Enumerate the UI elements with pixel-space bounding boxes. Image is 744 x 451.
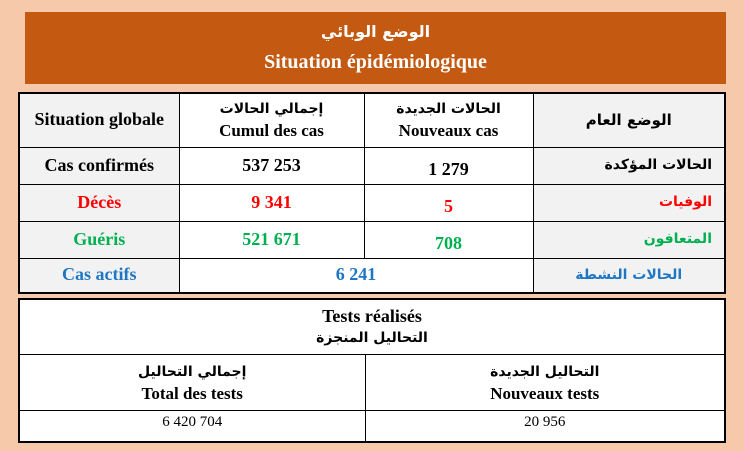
tests-total-value: 6 420 704: [18, 410, 366, 443]
title-arabic: الوضع الوبائي: [320, 22, 431, 41]
header-etat-general-arabic: الوضع العام: [532, 92, 726, 148]
tests-total-header-french: Total des tests: [141, 383, 243, 403]
header-nouveaux-cas: الحالات الجديدة Nouveaux cas: [363, 92, 534, 148]
header-situation-globale: Situation globale: [18, 92, 180, 148]
active-total-value: 6 241: [178, 257, 534, 294]
deaths-label-ar: الوفيات: [532, 183, 726, 222]
confirmed-new-number: 1 279: [428, 158, 469, 179]
active-label-ar: الحالات النشطة: [532, 257, 726, 294]
tests-new-header-arabic: التحاليل الجديدة: [490, 363, 600, 380]
recovered-label-ar: المتعافون: [532, 220, 726, 259]
situation-table: Situation globale إجمالي الحالات Cumul d…: [18, 92, 726, 294]
header-nouveaux-arabic: الحالات الجديدة: [396, 101, 501, 118]
tests-title-cell: Tests réalisés التحاليل المنجزة: [18, 298, 726, 355]
row-gueris: Guéris 521 671 708 المتعافون: [18, 220, 726, 259]
active-label-fr: Cas actifs: [18, 257, 180, 294]
header-cumul-french: Cumul des cas: [219, 121, 324, 141]
deaths-cumul-value: 9 341: [178, 183, 365, 222]
tests-values-row: 6 420 704 20 956: [18, 410, 726, 443]
tests-total-header-arabic: إجمالي التحاليل: [138, 363, 247, 380]
tests-table: Tests réalisés التحاليل المنجزة إجمالي ا…: [18, 298, 726, 443]
recovered-cumul-value: 521 671: [178, 220, 365, 259]
confirmed-cumul-value: 537 253: [178, 146, 365, 185]
deaths-new-number: 5: [444, 195, 453, 216]
confirmed-label-ar: الحالات المؤكدة: [532, 146, 726, 185]
row-deces: Décès 9 341 5 الوفيات: [18, 183, 726, 222]
tests-new-header-french: Nouveaux tests: [490, 383, 600, 403]
header-cumul-arabic: إجمالي الحالات: [219, 101, 324, 118]
tests-total-header: إجمالي التحاليل Total des tests: [18, 354, 366, 411]
title-french: Situation épidémiologique: [264, 51, 487, 73]
tests-title-french: Tests réalisés: [322, 306, 422, 326]
recovered-label-fr: Guéris: [18, 220, 180, 259]
tests-title-row: Tests réalisés التحاليل المنجزة: [18, 298, 726, 355]
row-cas-confirmes: Cas confirmés 537 253 1 279 الحالات المؤ…: [18, 146, 726, 185]
header-nouveaux-french: Nouveaux cas: [398, 121, 499, 141]
header-cumul-des-cas: إجمالي الحالات Cumul des cas: [178, 92, 365, 148]
tests-title-arabic: التحاليل المنجزة: [316, 330, 428, 346]
title-banner: الوضع الوبائي Situation épidémiologique: [25, 12, 726, 84]
tests-new-value: 20 956: [364, 410, 726, 443]
deaths-label-fr: Décès: [18, 183, 180, 222]
recovered-new-value: 708: [363, 220, 534, 259]
deaths-new-value: 5: [363, 183, 534, 222]
row-cas-actifs: Cas actifs 6 241 الحالات النشطة: [18, 257, 726, 294]
confirmed-label-fr: Cas confirmés: [18, 146, 180, 185]
confirmed-new-value: 1 279: [363, 146, 534, 185]
recovered-new-number: 708: [435, 232, 462, 253]
tests-subheader-row: إجمالي التحاليل Total des tests التحاليل…: [18, 354, 726, 411]
tests-new-header: التحاليل الجديدة Nouveaux tests: [364, 354, 726, 411]
situation-header-row: Situation globale إجمالي الحالات Cumul d…: [18, 92, 726, 148]
